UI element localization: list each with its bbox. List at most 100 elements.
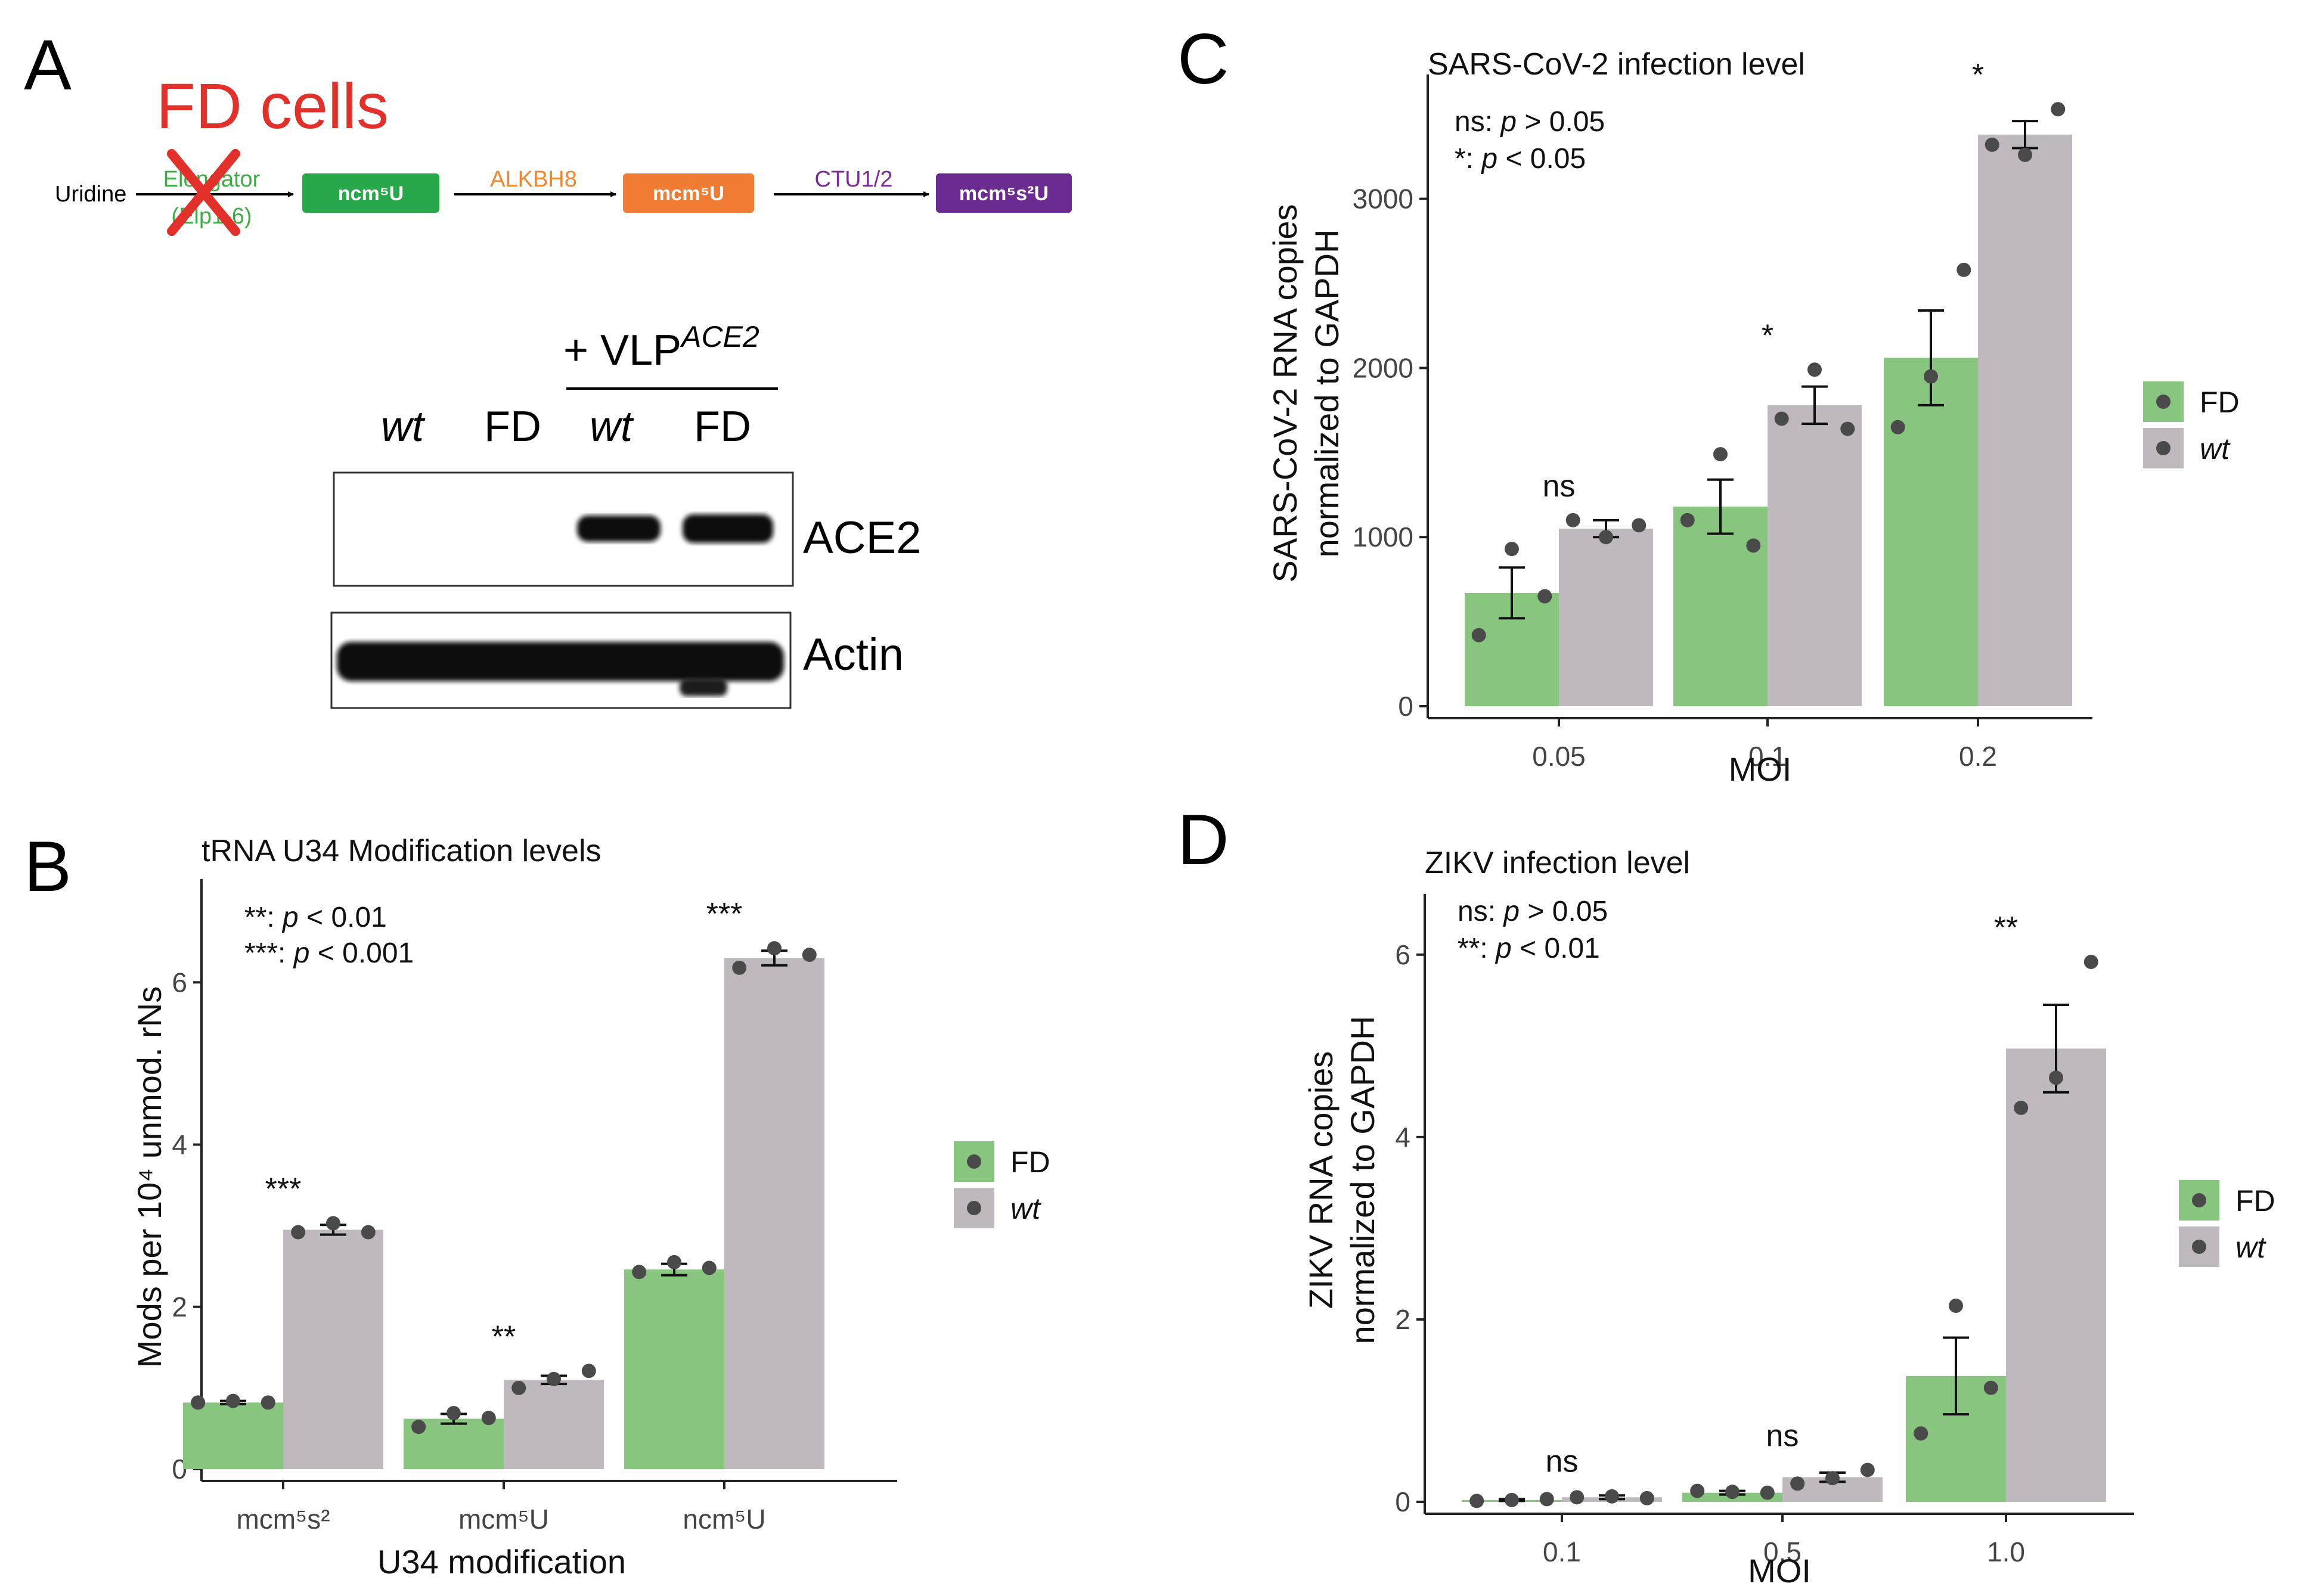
x-tick-label: 0.5 [1763,1536,1802,1567]
data-point [1860,1463,1875,1477]
data-point [667,1255,681,1269]
data-point [191,1395,206,1410]
blot-label-actin: Actin [803,629,904,680]
legend-key-point [2156,441,2171,455]
data-point [1790,1476,1805,1491]
y-tick-label: 2000 [1353,352,1413,383]
alkbh8-label: ALKBH8 [490,167,577,192]
legend-key-point [2192,1193,2206,1207]
y-tick-label: 2 [1395,1304,1410,1335]
chart-title: SARS-CoV-2 infection level [1428,47,1805,82]
bar-wt [1768,405,1862,706]
legend-label-fd: FD [1010,1145,1050,1179]
vlp-superscript: ACE2 [680,320,759,353]
data-point [1774,411,1789,426]
data-point [1505,1492,1519,1507]
bar-wt [2006,1048,2106,1502]
blot-ace2 [333,471,794,587]
data-point [547,1371,561,1386]
fd-cells-label: FD cells [156,70,389,142]
data-point [581,1364,596,1378]
legend-label-wt: wt [2235,1231,2266,1264]
data-point [1985,137,1999,152]
data-point [447,1406,461,1421]
data-point [1537,589,1552,604]
lane-label-wt-2: wt [590,403,634,451]
panel-c-chart: C SARS-CoV-2 infection level 0 1000 2000 3000… [1177,19,2240,788]
panel-d-chart: D ZIKV infection level 0 2 4 6 ns 0.1 ns 0.5 ** 1.0… [1177,800,2275,1589]
pvalue-legend-line: **: p < 0.01 [1458,933,1600,964]
data-point [767,941,782,956]
data-point [1565,513,1580,527]
significance-label: ns [1766,1418,1799,1453]
mcm5s2u-label: mcm⁵s²U [959,182,1049,205]
legend-key-point [2192,1240,2206,1254]
legend-key-point [967,1154,981,1169]
legend-label-wt: wt [1010,1192,1041,1225]
pvalue-legend-line: ns: p > 0.05 [1458,896,1608,927]
x-tick-label: 0.2 [1959,741,1997,772]
panel-letter-b: B [24,827,72,906]
data-point [802,948,817,962]
y-axis-label-line: normalized to GAPDH [1344,1016,1381,1345]
panel-letter-a: A [24,25,72,105]
data-point [1505,542,1519,557]
y-tick-label: 4 [172,1129,187,1160]
bar-wt [1978,134,2072,707]
mcm5s2u-box [936,173,1072,213]
data-point [1825,1471,1840,1486]
bar-fd [624,1269,724,1469]
data-point [2051,102,2066,117]
data-point [1914,1426,1928,1441]
data-point [1924,369,1938,384]
x-axis-label: MOI [1729,750,1792,788]
x-axis-label: MOI [1748,1552,1811,1589]
y-tick-label: 4 [1395,1122,1410,1153]
significance-label: *** [706,897,743,931]
x-tick-label: 0.1 [1748,741,1787,772]
bar-fd [183,1402,283,1469]
data-point [291,1225,306,1240]
bar-fd [1673,507,1768,706]
y-tick-label: 1000 [1353,521,1413,552]
lane-label-fd-2: FD [694,403,751,451]
bar-wt [1559,529,1653,706]
ace2-band-fd [683,514,773,543]
significance-label: ** [1994,911,2018,945]
legend-label-fd: FD [2200,386,2240,419]
data-point [1840,421,1855,436]
ncm5u-label: ncm⁵U [338,182,404,205]
mcm5u-label: mcm⁵U [653,182,724,205]
data-point [732,960,747,975]
data-point [1539,1492,1554,1507]
pvalue-legend-line: *: p < 0.05 [1455,143,1586,175]
y-tick-label: 6 [1395,939,1410,970]
data-point [1725,1485,1740,1499]
legend-label-wt: wt [2200,432,2231,465]
y-axis-label-line: ZIKV RNA copies [1302,1051,1340,1309]
red-cross-icon [167,149,240,236]
y-tick-label: 6 [172,967,187,998]
vlp-header: + VLPACE2 [563,320,759,374]
data-point [1956,262,1971,277]
x-tick-label: ncm⁵U [683,1504,765,1535]
significance-label: ** [492,1319,516,1354]
data-point [261,1395,275,1410]
data-point [1890,420,1905,434]
uridine-label: Uridine [55,182,126,207]
pvalue-legend-line: **: p < 0.01 [244,902,387,933]
significance-label: * [1762,318,1773,353]
data-point [1570,1490,1585,1505]
x-tick-label: 0.05 [1532,741,1586,772]
panel-letter-c: C [1177,19,1229,99]
data-point [1949,1298,1963,1313]
data-point [1639,1491,1654,1505]
data-point [411,1420,426,1434]
actin-band [337,642,784,681]
data-point [702,1260,717,1275]
y-tick-label: 0 [1395,1486,1410,1517]
y-tick-label: 3000 [1353,184,1413,215]
bar-wt [283,1229,383,1469]
significance-label: *** [265,1172,302,1207]
